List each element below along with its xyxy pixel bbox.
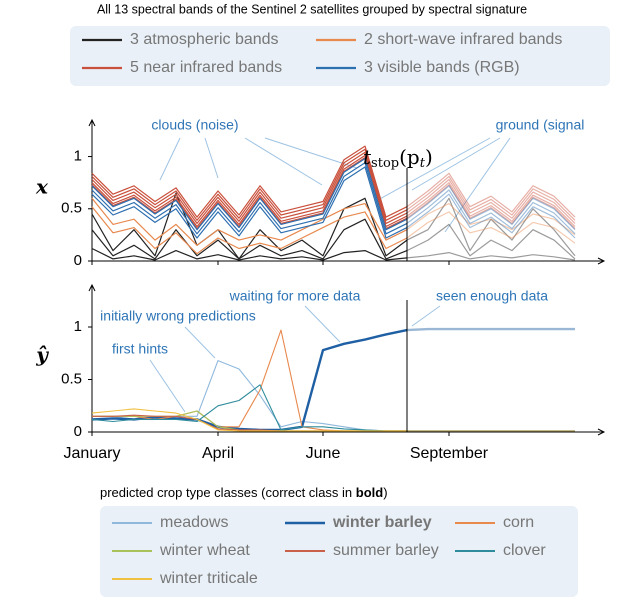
x-tick-label: June	[306, 445, 341, 462]
x-tick-label: September	[410, 445, 489, 462]
legend-title-part: )	[383, 485, 387, 500]
legend-title-part: bold	[356, 485, 383, 500]
series-line-faded	[406, 189, 576, 235]
legend-label: summer barley	[333, 542, 439, 559]
series-line-faded	[406, 178, 576, 224]
stop-label-part: )	[425, 145, 433, 169]
series-line	[91, 145, 408, 218]
series-line	[91, 218, 408, 260]
series-line-faded	[406, 193, 576, 239]
series-line	[91, 148, 408, 221]
y-tick-label: 0.5	[61, 200, 82, 217]
y-axis-label: x	[35, 175, 49, 199]
legend-label: clover	[503, 542, 546, 559]
series-line-faded	[406, 185, 576, 231]
y-tick-label: 1	[74, 318, 82, 335]
y-tick-label: 0	[74, 423, 82, 440]
y-tick-label: 1	[74, 148, 82, 165]
legend-label: 2 short-wave infrared bands	[364, 31, 562, 48]
figure-title: All 13 spectral bands of the Sentinel 2 …	[97, 2, 527, 16]
series-line	[91, 162, 408, 235]
stop-label-part: stop	[371, 156, 399, 171]
series-line	[91, 157, 408, 230]
series-line	[91, 384, 407, 432]
series-line	[92, 410, 407, 432]
annotation: clouds (noise)	[151, 117, 238, 133]
stop-label: tstop(pt)	[363, 145, 433, 171]
series-line-faded	[406, 182, 576, 227]
series-line-faded	[406, 197, 576, 257]
series-line	[91, 154, 408, 228]
series-line-faded	[406, 203, 576, 236]
legend-label: winter triticale	[159, 570, 258, 587]
y-tick-label: 0.5	[61, 370, 82, 387]
stop-label-part: t	[363, 145, 372, 169]
legend-label: meadows	[160, 514, 228, 531]
series-line	[92, 360, 407, 432]
series-line	[91, 408, 407, 432]
x-tick-label: January	[64, 445, 121, 462]
series-line-faded	[406, 223, 576, 260]
legend-label: corn	[503, 514, 534, 531]
annotation: first hints	[112, 341, 168, 357]
stop-label-part: (p	[399, 145, 420, 169]
series-line-faded	[406, 211, 576, 244]
legend-box	[100, 506, 578, 597]
series-line-faded	[406, 175, 576, 221]
annotation: ground (signal	[496, 117, 585, 133]
series-line	[91, 192, 408, 260]
series-line-faded	[406, 327, 575, 332]
legend-box	[70, 26, 610, 86]
annotation-lines	[149, 137, 511, 413]
stop-label-part: t	[420, 156, 426, 171]
series-line	[91, 158, 408, 231]
y-axis-arrow	[88, 283, 96, 292]
legend-label: winter wheat	[159, 542, 250, 559]
annotation: initially wrong predictions	[100, 308, 256, 324]
x-tick-label: April	[202, 445, 234, 462]
series-line	[91, 206, 408, 255]
legend-title-part: predicted crop type classes (correct cla…	[100, 485, 356, 500]
annotation: seen enough data	[436, 288, 548, 304]
annotation: waiting for more data	[229, 288, 361, 304]
legend-title: predicted crop type classes (correct cla…	[100, 485, 388, 500]
x-axis-arrow	[597, 428, 606, 436]
y-axis-arrow	[88, 118, 96, 127]
x-axis-arrow	[597, 257, 606, 265]
y-axis-label: ŷ	[35, 343, 49, 367]
series-line	[91, 166, 408, 239]
legend-label: 3 visible bands (RGB)	[364, 59, 520, 76]
legend-label: 3 atmospheric bands	[130, 31, 279, 48]
series-line-faded	[406, 172, 576, 218]
series-line-faded	[406, 184, 576, 230]
legend-label: winter barley	[332, 514, 432, 531]
series-line-faded	[406, 252, 576, 261]
series-line	[91, 151, 408, 224]
series-line	[91, 197, 408, 246]
series-line	[91, 247, 408, 261]
y-tick-label: 0	[74, 252, 82, 269]
legend-label: 5 near infrared bands	[130, 59, 282, 76]
